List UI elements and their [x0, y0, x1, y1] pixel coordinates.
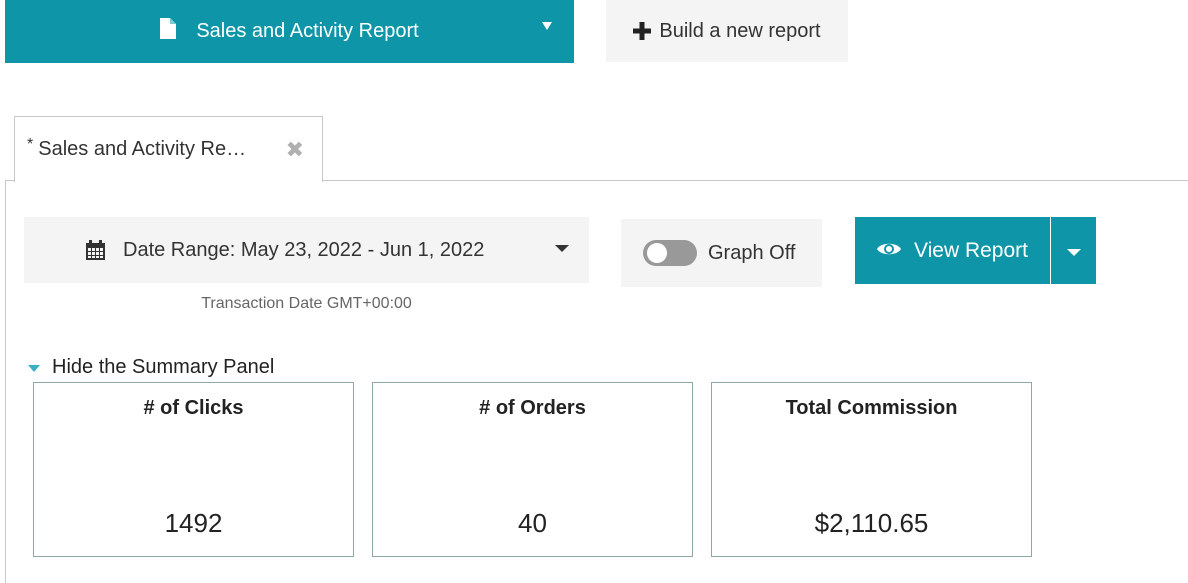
triangle-down-icon	[28, 365, 40, 372]
date-range-label: Date Range: May 23, 2022 - Jun 1, 2022	[123, 238, 485, 261]
summary-panel-toggle[interactable]: Hide the Summary Panel	[28, 356, 274, 379]
report-select-label: Sales and Activity Report	[196, 20, 419, 42]
card-title: # of Clicks	[143, 397, 244, 419]
summary-toggle-label: Hide the Summary Panel	[52, 356, 275, 378]
card-value: 1492	[164, 508, 223, 538]
build-new-report-label: Build a new report	[659, 19, 821, 42]
card-value: $2,110.65	[814, 508, 929, 538]
unsaved-marker: *	[27, 135, 34, 153]
transaction-date-note: Transaction Date GMT+00:00	[201, 295, 412, 312]
view-report-button[interactable]: View Report	[855, 217, 1050, 284]
graph-toggle-label: Graph Off	[708, 241, 796, 264]
summary-card-commission: Total Commission $2,110.65	[711, 382, 1032, 557]
report-select-dropdown[interactable]: Sales and Activity Report	[5, 0, 574, 63]
eye-icon	[876, 243, 901, 254]
tab-strip-divider	[5, 180, 1188, 181]
chevron-down-icon	[555, 245, 569, 252]
summary-card-orders: # of Orders 40	[372, 382, 693, 557]
view-report-label: View Report	[913, 238, 1028, 262]
card-title: Total Commission	[785, 397, 958, 419]
summary-card-clicks: # of Clicks 1492	[33, 382, 354, 557]
panel-border	[5, 180, 6, 583]
view-report-options-button[interactable]	[1051, 217, 1096, 284]
plus-icon	[633, 22, 652, 40]
toggle-knob	[647, 243, 667, 263]
graph-toggle[interactable]: Graph Off	[621, 219, 822, 287]
tab-sales-activity-report[interactable]: * Sales and Activity Re… ✖	[14, 116, 323, 182]
card-title: # of Orders	[479, 397, 586, 419]
build-new-report-button[interactable]: Build a new report	[606, 0, 848, 62]
card-value: 40	[518, 508, 547, 538]
close-icon[interactable]: ✖	[285, 137, 304, 162]
chevron-down-icon	[1067, 249, 1081, 256]
chevron-down-icon	[542, 22, 552, 30]
toggle-switch[interactable]	[643, 240, 697, 266]
calendar-icon	[86, 240, 105, 260]
date-range-dropdown[interactable]: Date Range: May 23, 2022 - Jun 1, 2022	[24, 217, 589, 283]
document-icon	[160, 18, 177, 39]
tab-label: Sales and Activity Re…	[38, 138, 247, 160]
